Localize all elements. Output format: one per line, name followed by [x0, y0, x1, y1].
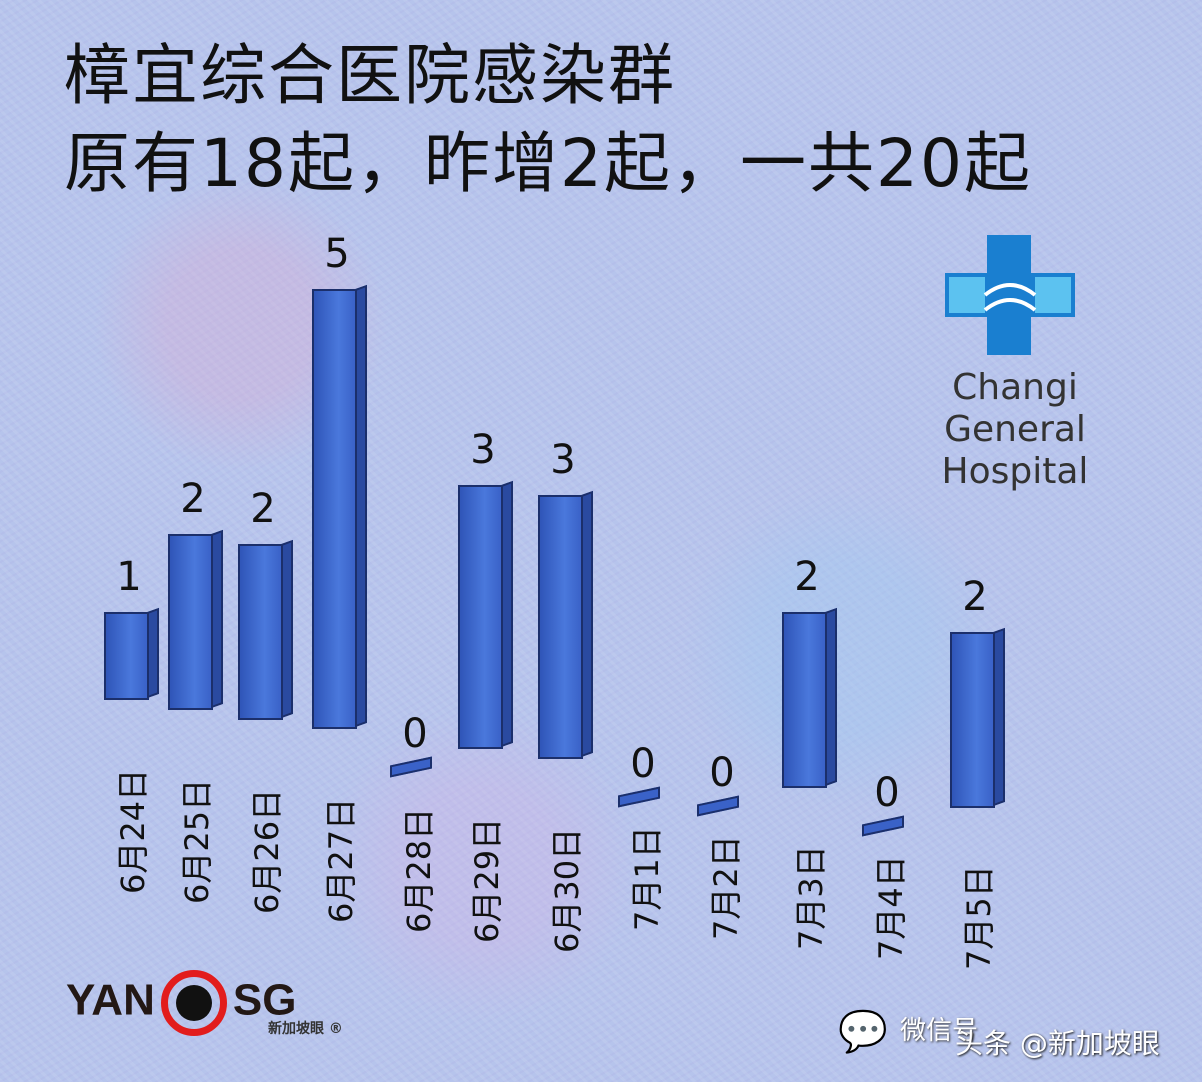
- x-tick-label: 6月26日: [248, 788, 286, 914]
- x-tick-label: 6月24日: [114, 768, 152, 894]
- wechat-watermark: 微信号: [900, 1016, 979, 1046]
- x-tick-label: 6月25日: [178, 778, 216, 904]
- data-label: 0: [630, 740, 656, 787]
- data-label: 3: [470, 427, 496, 473]
- eye-icon: [160, 970, 227, 1036]
- data-label: 0: [402, 711, 428, 758]
- data-label: 3: [550, 436, 576, 483]
- wechat-icon: 💬: [838, 1009, 888, 1055]
- x-tick-label: 7月3日: [792, 845, 830, 951]
- bar-6月25日: [168, 533, 213, 710]
- data-label: 2: [180, 475, 206, 522]
- chart-title: 樟宜综合医院感染群: [64, 37, 676, 114]
- logo-line1: Changi: [952, 367, 1078, 408]
- chart-subtitle: 原有18起，昨增2起，一共20起: [64, 125, 1032, 202]
- changi-general-hospital-logo: Changi General Hospital: [870, 235, 1160, 492]
- data-label: 0: [874, 770, 900, 816]
- data-label: 5: [324, 231, 350, 278]
- bar-7月2日: [697, 795, 739, 817]
- brand-right: SG: [232, 975, 297, 1025]
- brand-left: YAN: [66, 975, 155, 1025]
- x-tick-label: 7月4日: [872, 855, 910, 960]
- x-tick-label: 7月1日: [628, 825, 666, 931]
- data-label: 2: [250, 485, 276, 532]
- data-label: 1: [116, 554, 142, 600]
- bar-7月1日: [618, 786, 660, 808]
- bar-6月30日: [538, 494, 583, 759]
- bar-6月27日: [312, 289, 357, 730]
- bar-7月5日: [950, 631, 995, 808]
- x-tick-label: 6月27日: [322, 798, 360, 924]
- bar-6月29日: [458, 485, 503, 749]
- x-tick-label: 7月5日: [960, 865, 998, 970]
- bar-6月26日: [238, 543, 283, 720]
- bar-6月28日: [390, 756, 432, 778]
- bar-7月3日: [782, 612, 827, 789]
- data-label: 2: [794, 554, 820, 601]
- bar-7月4日: [862, 815, 904, 837]
- x-tick-label: 6月28日: [400, 808, 438, 934]
- x-tick-label: 7月2日: [707, 835, 745, 941]
- data-label: 2: [962, 573, 988, 620]
- bar-6月24日: [104, 612, 149, 700]
- logo-line2: General Hospital: [941, 409, 1089, 492]
- toutiao-watermark: 头条 @新加坡眼: [955, 1027, 1160, 1060]
- x-tick-label: 6月30日: [548, 827, 586, 953]
- x-tick-label: 6月29日: [468, 817, 506, 943]
- yansg-logo: YAN SG: [66, 970, 296, 1036]
- data-label: 0: [709, 750, 735, 797]
- brand-sub: 新加坡眼 ®: [268, 1021, 343, 1037]
- medical-cross-icon: [945, 235, 1075, 355]
